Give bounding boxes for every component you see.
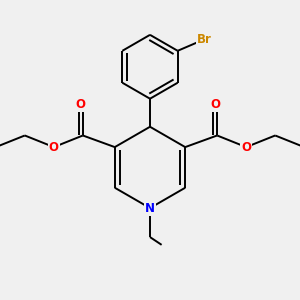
Text: N: N — [145, 202, 155, 214]
Text: O: O — [49, 141, 59, 154]
Text: O: O — [241, 141, 251, 154]
Text: Br: Br — [197, 33, 212, 46]
Text: O: O — [210, 98, 220, 111]
Text: O: O — [76, 98, 86, 111]
